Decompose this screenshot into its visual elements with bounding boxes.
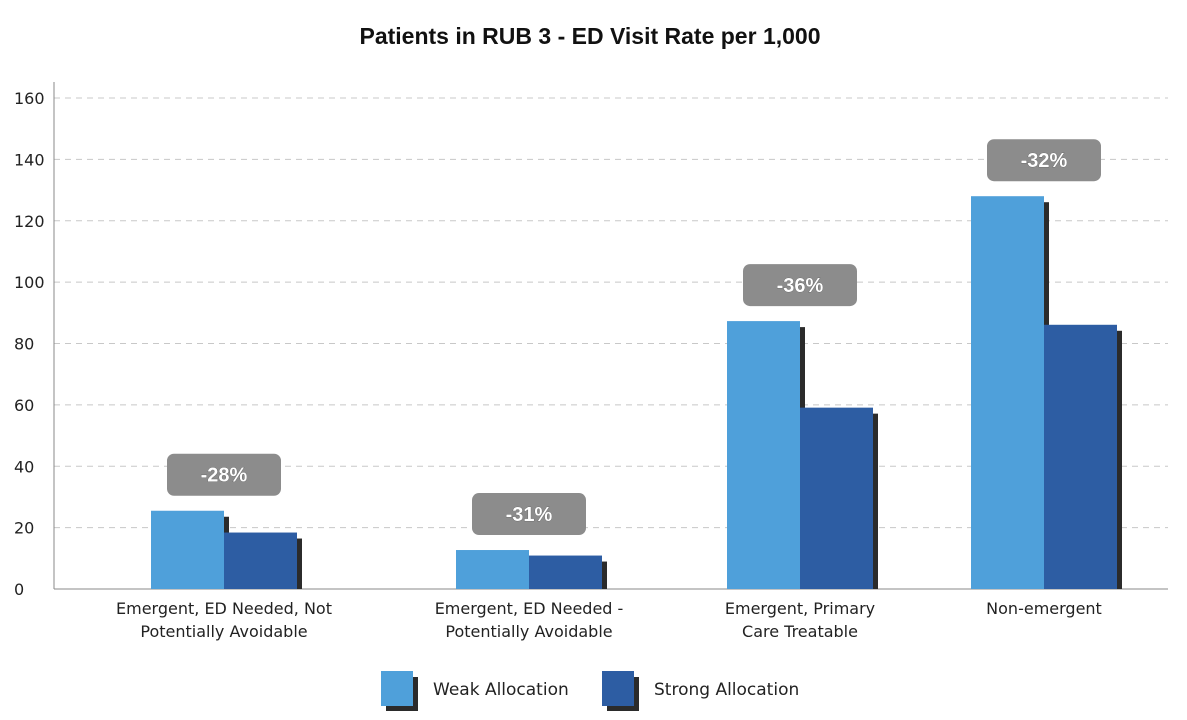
y-tick-label: 60	[14, 396, 34, 415]
bar-strong-1	[529, 555, 602, 589]
change-label-box	[987, 139, 1101, 182]
change-label: -32%	[1021, 150, 1068, 172]
chart-title: Patients in RUB 3 - ED Visit Rate per 1,…	[359, 23, 820, 49]
category-label: Potentially Avoidable	[140, 622, 307, 641]
y-tick-label: 0	[14, 580, 24, 599]
change-label-box	[167, 453, 281, 496]
legend-swatch-strong	[602, 671, 634, 706]
legend: Weak Allocation Strong Allocation	[381, 671, 799, 711]
change-labels: -28% -31% -36% -32%	[167, 139, 1101, 536]
y-tick-label: 140	[14, 150, 45, 169]
y-tick-label: 120	[14, 212, 45, 231]
category-label: Emergent, Primary	[725, 599, 875, 618]
bars	[151, 196, 1122, 589]
change-label-box	[743, 264, 857, 307]
legend-label-strong: Strong Allocation	[654, 680, 799, 700]
category-label: Non-emergent	[986, 599, 1102, 618]
y-tick-label: 40	[14, 457, 34, 476]
category-label: Emergent, ED Needed -	[435, 599, 624, 618]
change-label: -36%	[777, 275, 824, 297]
category-label: Potentially Avoidable	[445, 622, 612, 641]
category-label: Emergent, ED Needed, Not	[116, 599, 332, 618]
change-label-box	[472, 493, 586, 536]
legend-swatch-weak	[381, 671, 413, 706]
bar-weak-1	[456, 550, 529, 589]
change-label: -31%	[506, 504, 553, 526]
legend-label-weak: Weak Allocation	[433, 680, 569, 700]
y-tick-label: 80	[14, 335, 34, 354]
y-tick-label: 160	[14, 89, 45, 108]
bar-strong-3	[1044, 324, 1117, 589]
bar-strong-2	[800, 407, 873, 589]
y-tick-label: 20	[14, 519, 34, 538]
x-axis: Emergent, ED Needed, Not Potentially Avoi…	[116, 599, 1102, 641]
bar-weak-3	[971, 196, 1044, 589]
bar-strong-0	[224, 532, 297, 589]
change-label: -28%	[201, 465, 248, 487]
y-tick-label: 100	[14, 273, 45, 292]
category-label: Care Treatable	[742, 622, 858, 641]
bar-weak-2	[727, 321, 800, 589]
bar-weak-0	[151, 510, 224, 589]
